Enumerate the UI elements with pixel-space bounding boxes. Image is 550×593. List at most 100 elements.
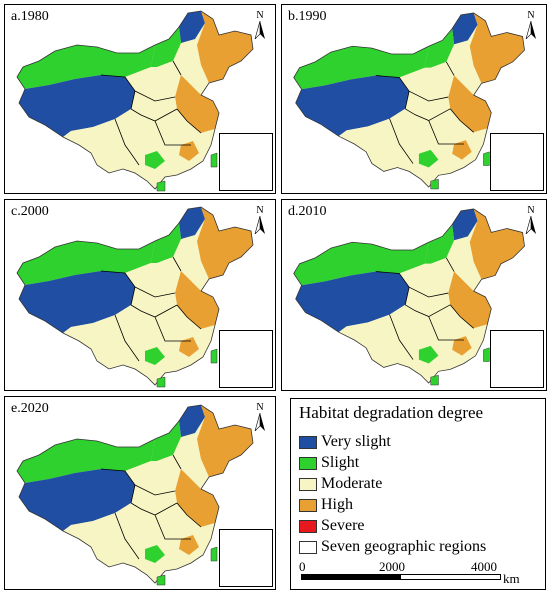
legend-item-high: High: [299, 496, 353, 514]
china-outline: [293, 208, 525, 384]
legend-title: Habitat degradation degree: [299, 403, 484, 422]
habitat-zones: [17, 207, 253, 385]
habitat-zone: [338, 91, 488, 188]
habitat-zone: [145, 545, 165, 563]
scale-tick: 4000: [471, 559, 497, 574]
legend-swatch: [299, 498, 317, 512]
taiwan-island: [210, 152, 218, 168]
map-legend: Habitat degradation degree Very slight S…: [290, 398, 546, 590]
hainan-island: [430, 178, 439, 190]
legend-item-very-slight: Very slight: [299, 433, 391, 451]
habitat-zone: [125, 257, 181, 297]
legend-label: Seven geographic regions: [321, 538, 487, 555]
legend-item-moderate: Moderate: [299, 475, 382, 493]
china-outline: [16, 404, 254, 584]
north-arrow-icon: N: [524, 11, 538, 41]
habitat-zones: [293, 208, 525, 384]
panel-label: e.2020: [11, 401, 49, 416]
china-map: [293, 208, 525, 386]
region-boundary: [100, 60, 202, 166]
habitat-zone: [63, 91, 215, 189]
legend-item-severe: Severe: [299, 517, 365, 535]
habitat-zone: [63, 287, 215, 385]
habitat-zone: [448, 271, 492, 329]
habitat-zone: [179, 337, 199, 357]
habitat-zone: [151, 421, 181, 461]
legend-label: High: [321, 496, 353, 513]
habitat-zone: [63, 485, 215, 583]
habitat-zone: [145, 151, 165, 169]
scale-tick: 0: [299, 559, 306, 574]
north-arrow-icon: N: [253, 11, 267, 41]
china-outline: [293, 12, 525, 188]
region-boundary: [375, 257, 474, 360]
habitat-zone: [145, 347, 165, 365]
habitat-zone: [197, 11, 253, 83]
habitat-zone: [197, 405, 253, 477]
habitat-zone: [338, 287, 488, 384]
habitat-zone: [418, 149, 439, 168]
habitat-zone: [19, 271, 135, 333]
taiwan-island: [483, 151, 490, 166]
hainan-island: [156, 180, 166, 192]
map-panel-2000: c.2000 N: [4, 199, 276, 391]
habitat-zone: [469, 208, 525, 280]
china-map: [16, 206, 254, 388]
panel-label: c.2000: [11, 204, 49, 219]
habitat-zone: [448, 75, 492, 133]
legend-swatch: [299, 519, 317, 533]
legend-swatch: [299, 540, 317, 554]
china-map: [293, 12, 525, 190]
legend-swatch: [299, 477, 317, 491]
taiwan-island: [483, 347, 490, 362]
region-boundary: [100, 454, 202, 560]
north-arrow-icon: N: [524, 206, 538, 236]
map-panel-2020: e.2020 N: [4, 396, 276, 590]
hainan-island: [156, 574, 166, 586]
scale-tick: 2000: [379, 559, 405, 574]
legend-item-slight: Slight: [299, 454, 359, 472]
china-outline: [16, 10, 254, 190]
habitat-zones: [17, 405, 253, 583]
habitat-zone: [17, 241, 155, 285]
habitat-zone: [179, 535, 199, 555]
habitat-zone: [175, 75, 219, 133]
habitat-zones: [17, 11, 253, 189]
habitat-zone: [295, 271, 410, 333]
habitat-zone: [424, 28, 455, 68]
north-arrow-icon: N: [253, 403, 267, 433]
habitat-zone: [125, 455, 181, 495]
south-china-sea-inset: [219, 330, 273, 388]
hainan-island: [156, 376, 166, 388]
panel-label: d.2010: [288, 204, 327, 219]
habitat-zone: [151, 223, 181, 263]
habitat-zone: [452, 208, 478, 241]
map-panel-1990: b.1990 N: [281, 4, 547, 194]
taiwan-island: [210, 348, 218, 364]
north-arrow-icon: N: [253, 206, 267, 236]
habitat-zone: [295, 75, 410, 137]
south-china-sea-inset: [490, 330, 544, 388]
habitat-zone: [197, 207, 253, 279]
panel-label: a.1980: [11, 9, 49, 24]
habitat-zone: [399, 61, 455, 101]
china-outline: [16, 206, 254, 386]
china-map: [16, 10, 254, 192]
habitat-zone: [17, 45, 155, 89]
habitat-zone: [179, 405, 205, 437]
legend-swatch: [299, 456, 317, 470]
legend-label: Very slight: [321, 433, 391, 450]
habitat-zone: [175, 271, 219, 329]
habitat-zone: [424, 224, 455, 264]
habitat-zone: [125, 61, 181, 101]
south-china-sea-inset: [490, 133, 544, 191]
habitat-zone: [399, 257, 455, 297]
habitat-zone: [452, 140, 472, 160]
habitat-zone: [19, 75, 135, 137]
panel-label: b.1990: [288, 9, 327, 24]
habitat-zone: [179, 207, 205, 239]
habitat-zone: [179, 141, 199, 161]
legend-label: Moderate: [321, 475, 383, 492]
habitat-zone: [452, 12, 478, 45]
hainan-island: [430, 374, 439, 386]
